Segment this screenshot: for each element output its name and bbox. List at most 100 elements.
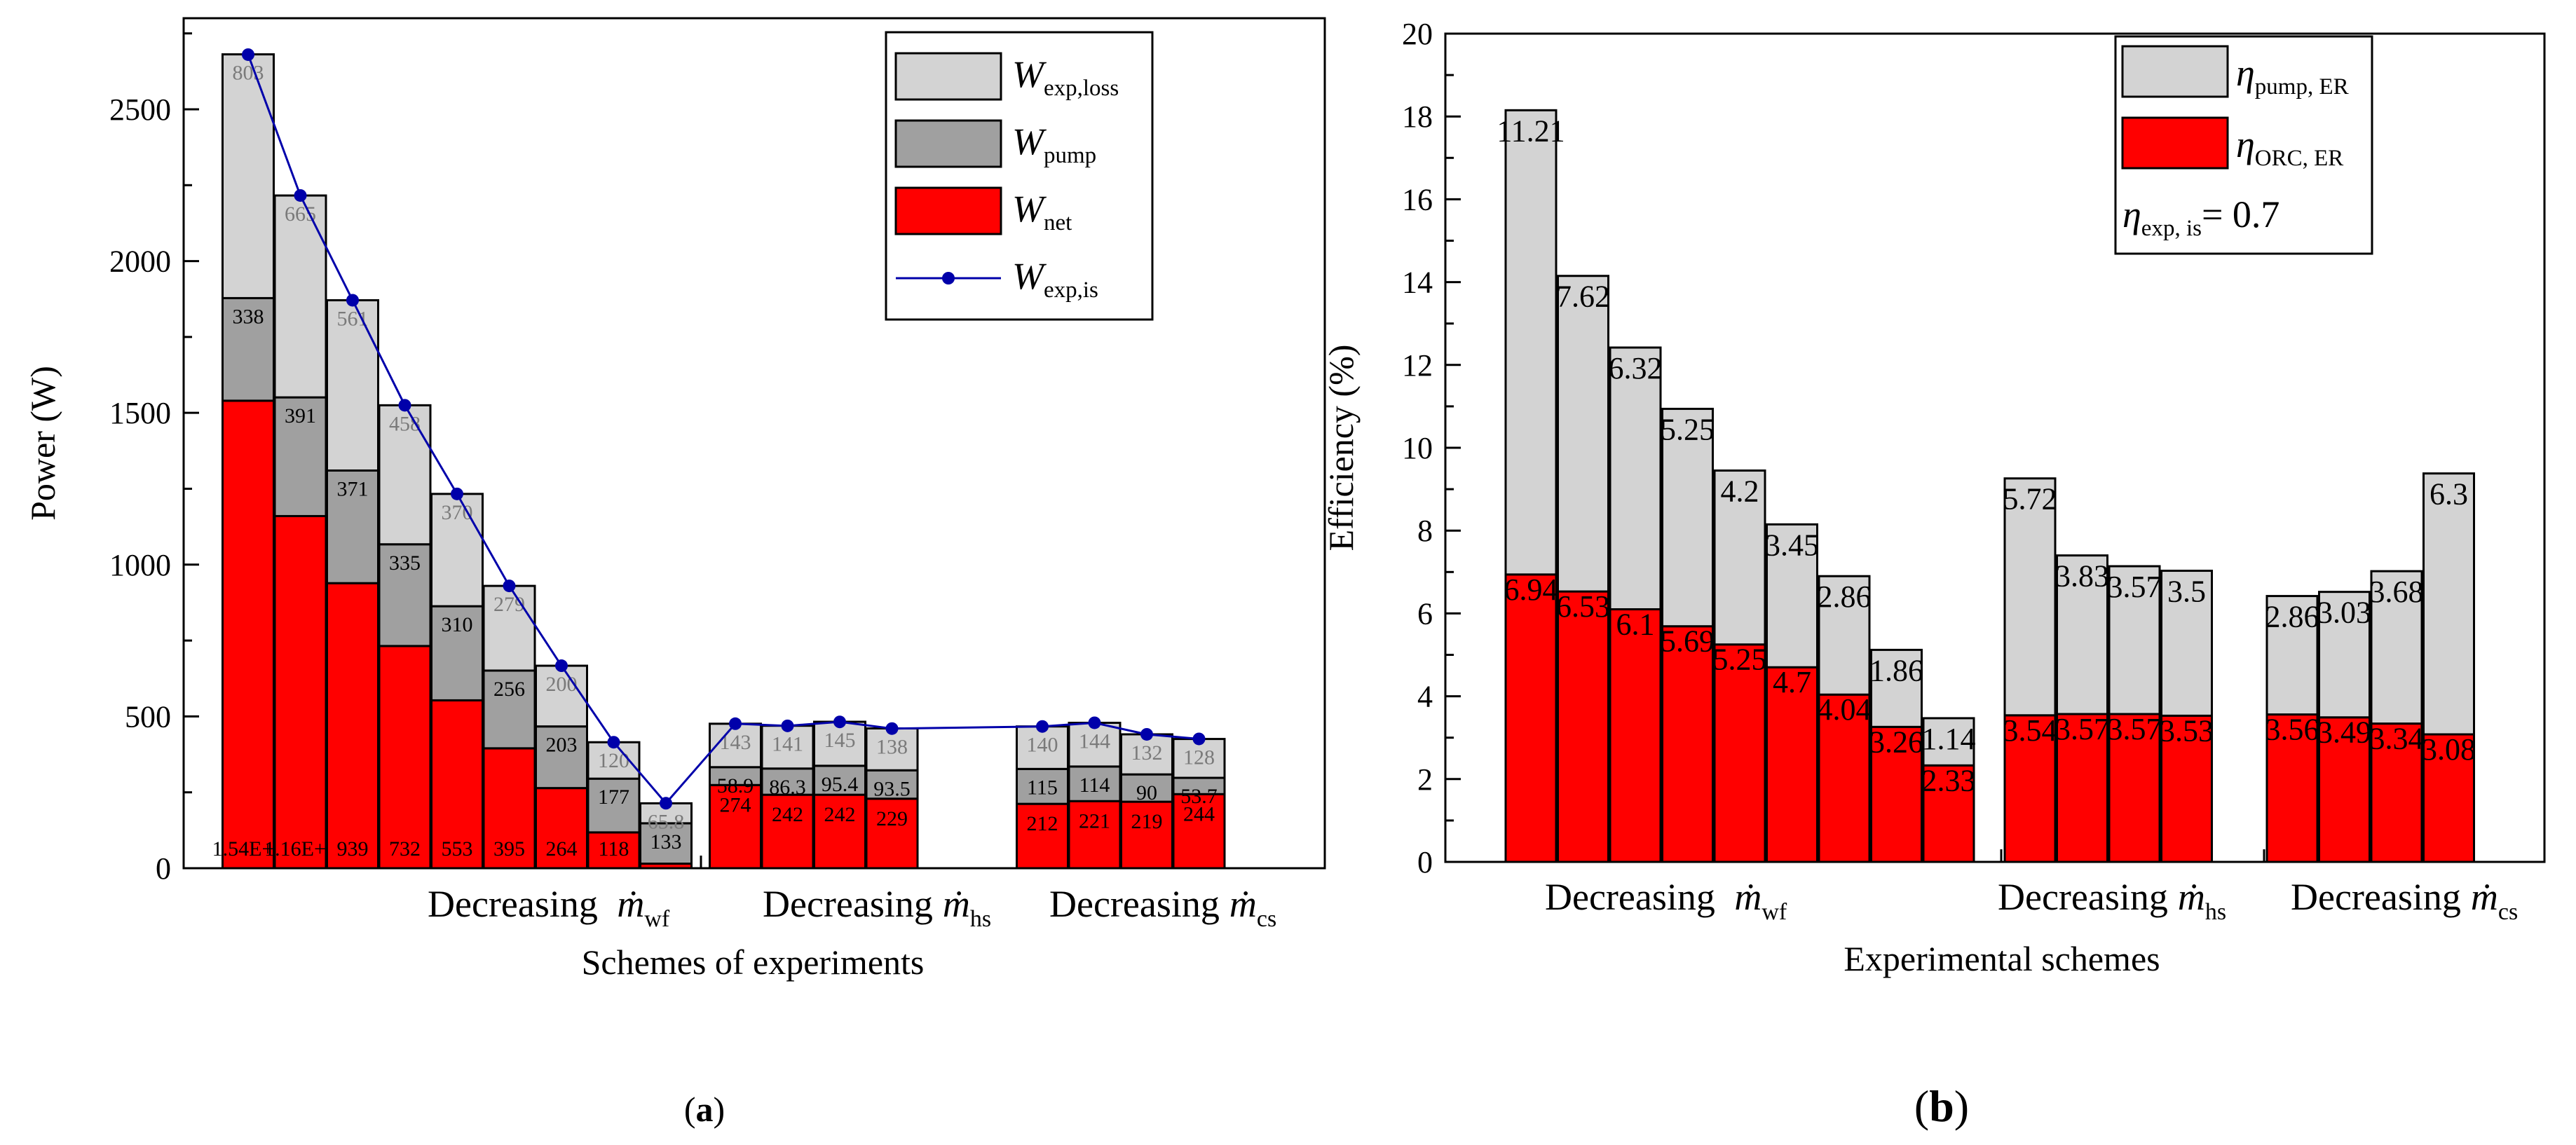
y-axis-label: Power (W) [23, 366, 62, 521]
pump-value-label: 115 [1027, 776, 1058, 799]
marker-exp-is [833, 715, 846, 729]
annotation-eta-exp: ηexp, is= 0.7 [2122, 193, 2279, 241]
exp-loss-value-label: 140 [1027, 734, 1058, 757]
bar-orc-er [2056, 713, 2108, 863]
orc-er-value-label: 3.34 [2370, 722, 2424, 756]
net-value-label: 118 [599, 837, 629, 861]
net-value-label: 264 [546, 837, 578, 861]
marker-exp-is [451, 487, 463, 500]
net-value-label: 244 [1183, 802, 1215, 825]
y-tick-label: 500 [125, 699, 171, 734]
y-tick-label: 18 [1402, 100, 1433, 134]
pump-er-value-label: 3.45 [1765, 528, 1819, 562]
legend-label: Wexp,loss [1012, 53, 1119, 101]
bar-pump-er [1557, 275, 1609, 593]
bar-pump-er [2056, 554, 2108, 715]
y-tick-label: 12 [1402, 348, 1433, 383]
legend-label: ηORC, ER [2236, 123, 2343, 171]
net-value-label: 274 [720, 793, 751, 816]
orc-er-value-label: 6.94 [1504, 572, 1558, 607]
exp-loss-value-label: 132 [1131, 741, 1163, 765]
net-value-label: 221 [1079, 809, 1110, 832]
bar-orc-er [1713, 643, 1766, 863]
x-axis-label: Schemes of experiments [582, 942, 925, 982]
y-tick-label: 1500 [109, 396, 171, 430]
pump-er-value-label: 11.21 [1497, 114, 1565, 148]
bar-net [326, 582, 379, 870]
y-axis-label: Efficiency (%) [1321, 345, 1361, 551]
x-axis-label: Experimental schemes [1844, 939, 2160, 978]
pump-value-label: 90 [1136, 781, 1157, 804]
y-tick-label: 6 [1417, 596, 1433, 631]
x-group-label: Decreasing ṁcs [1049, 883, 1276, 932]
bar-exp-loss [273, 194, 327, 399]
bar-orc-er [1922, 764, 1975, 863]
bar-pump-er [1609, 346, 1662, 610]
bar-net [378, 645, 432, 870]
pump-er-value-label: 4.2 [1721, 474, 1759, 509]
bar-pump-er [1922, 717, 1975, 767]
orc-er-value-label: 4.7 [1773, 665, 1811, 699]
pump-value-label: 93.5 [873, 777, 911, 800]
bar-orc-er [1766, 666, 1818, 863]
exp-loss-value-label: 665 [285, 203, 316, 226]
bar-pump-er [2370, 570, 2423, 725]
marker-exp-is [1088, 716, 1101, 729]
exp-loss-value-label: 145 [824, 729, 856, 752]
bar-pump-er [2108, 565, 2161, 715]
orc-er-value-label: 3.53 [2160, 713, 2214, 748]
bar-orc-er [1818, 693, 1871, 863]
bar-exp-loss [1120, 733, 1173, 776]
legend-label: Wpump [1012, 121, 1096, 168]
pump-value-label: 177 [598, 786, 629, 809]
marker-exp-is [1036, 720, 1049, 733]
orc-er-value-label: 3.57 [2108, 712, 2162, 746]
bar-pump-er [2265, 595, 2319, 716]
bar-exp-loss [865, 727, 919, 772]
orc-er-value-label: 3.08 [2422, 732, 2476, 767]
exp-loss-value-label: 143 [720, 731, 751, 754]
bar-orc-er [1557, 590, 1609, 863]
net-value-label: 553 [442, 837, 473, 861]
bar-orc-er [2370, 722, 2423, 863]
pump-er-value-label: 2.86 [2265, 600, 2319, 634]
net-value-label: 1.54E+3 [212, 837, 285, 861]
pump-er-value-label: 5.25 [1661, 412, 1715, 446]
orc-er-value-label: 3.54 [2003, 713, 2057, 748]
exp-loss-value-label: 144 [1079, 729, 1110, 753]
pump-er-value-label: 3.83 [2055, 559, 2109, 594]
chart-efficiency: 0 2 4 6 8 10 12 14 16 18 20 Efficiency (%) 6.94 11.21… [1321, 17, 2546, 1131]
bar-pump-er [1504, 109, 1558, 576]
pump-value-label: 95.4 [822, 773, 859, 796]
y-tick-label: 10 [1402, 431, 1433, 465]
exp-loss-value-label: 128 [1183, 746, 1215, 769]
marker-exp-is [503, 580, 516, 593]
bar-exp-loss [430, 493, 484, 608]
y-tick-label: 8 [1417, 514, 1433, 548]
y-tick-label: 2500 [109, 92, 171, 127]
marker-exp-is [781, 719, 794, 732]
marker-exp-is [294, 188, 307, 202]
chart-power: 0 500 1000 1500 2000 2500 Power (W) 1.54E+3 338 8… [23, 17, 1326, 1129]
net-value-label: 242 [772, 803, 803, 826]
pump-er-value-label: 2.86 [1818, 580, 1872, 614]
bar-pump [378, 543, 432, 647]
orc-er-value-label: 6.1 [1616, 607, 1655, 641]
y-tick-label: 0 [156, 851, 171, 886]
pump-value-label: 310 [442, 613, 473, 636]
marker-exp-is [398, 399, 411, 412]
bar-net [535, 787, 588, 870]
y-tick-label: 4 [1417, 680, 1433, 714]
net-value-label: 395 [493, 837, 525, 861]
marker-exp-is [885, 722, 899, 735]
pump-value-label: 338 [233, 305, 264, 328]
bar-exp-loss [813, 720, 866, 767]
bar-pump-er [1766, 523, 1818, 669]
pump-value-label: 335 [389, 551, 421, 575]
pump-value-label: 53.7 [1180, 785, 1218, 808]
net-value-label: 939 [337, 837, 369, 861]
bar-pump [865, 769, 919, 800]
x-group-label: Decreasing ṁhs [763, 883, 991, 932]
bar-orc-er [2160, 714, 2213, 863]
legend-swatch [2121, 45, 2229, 98]
